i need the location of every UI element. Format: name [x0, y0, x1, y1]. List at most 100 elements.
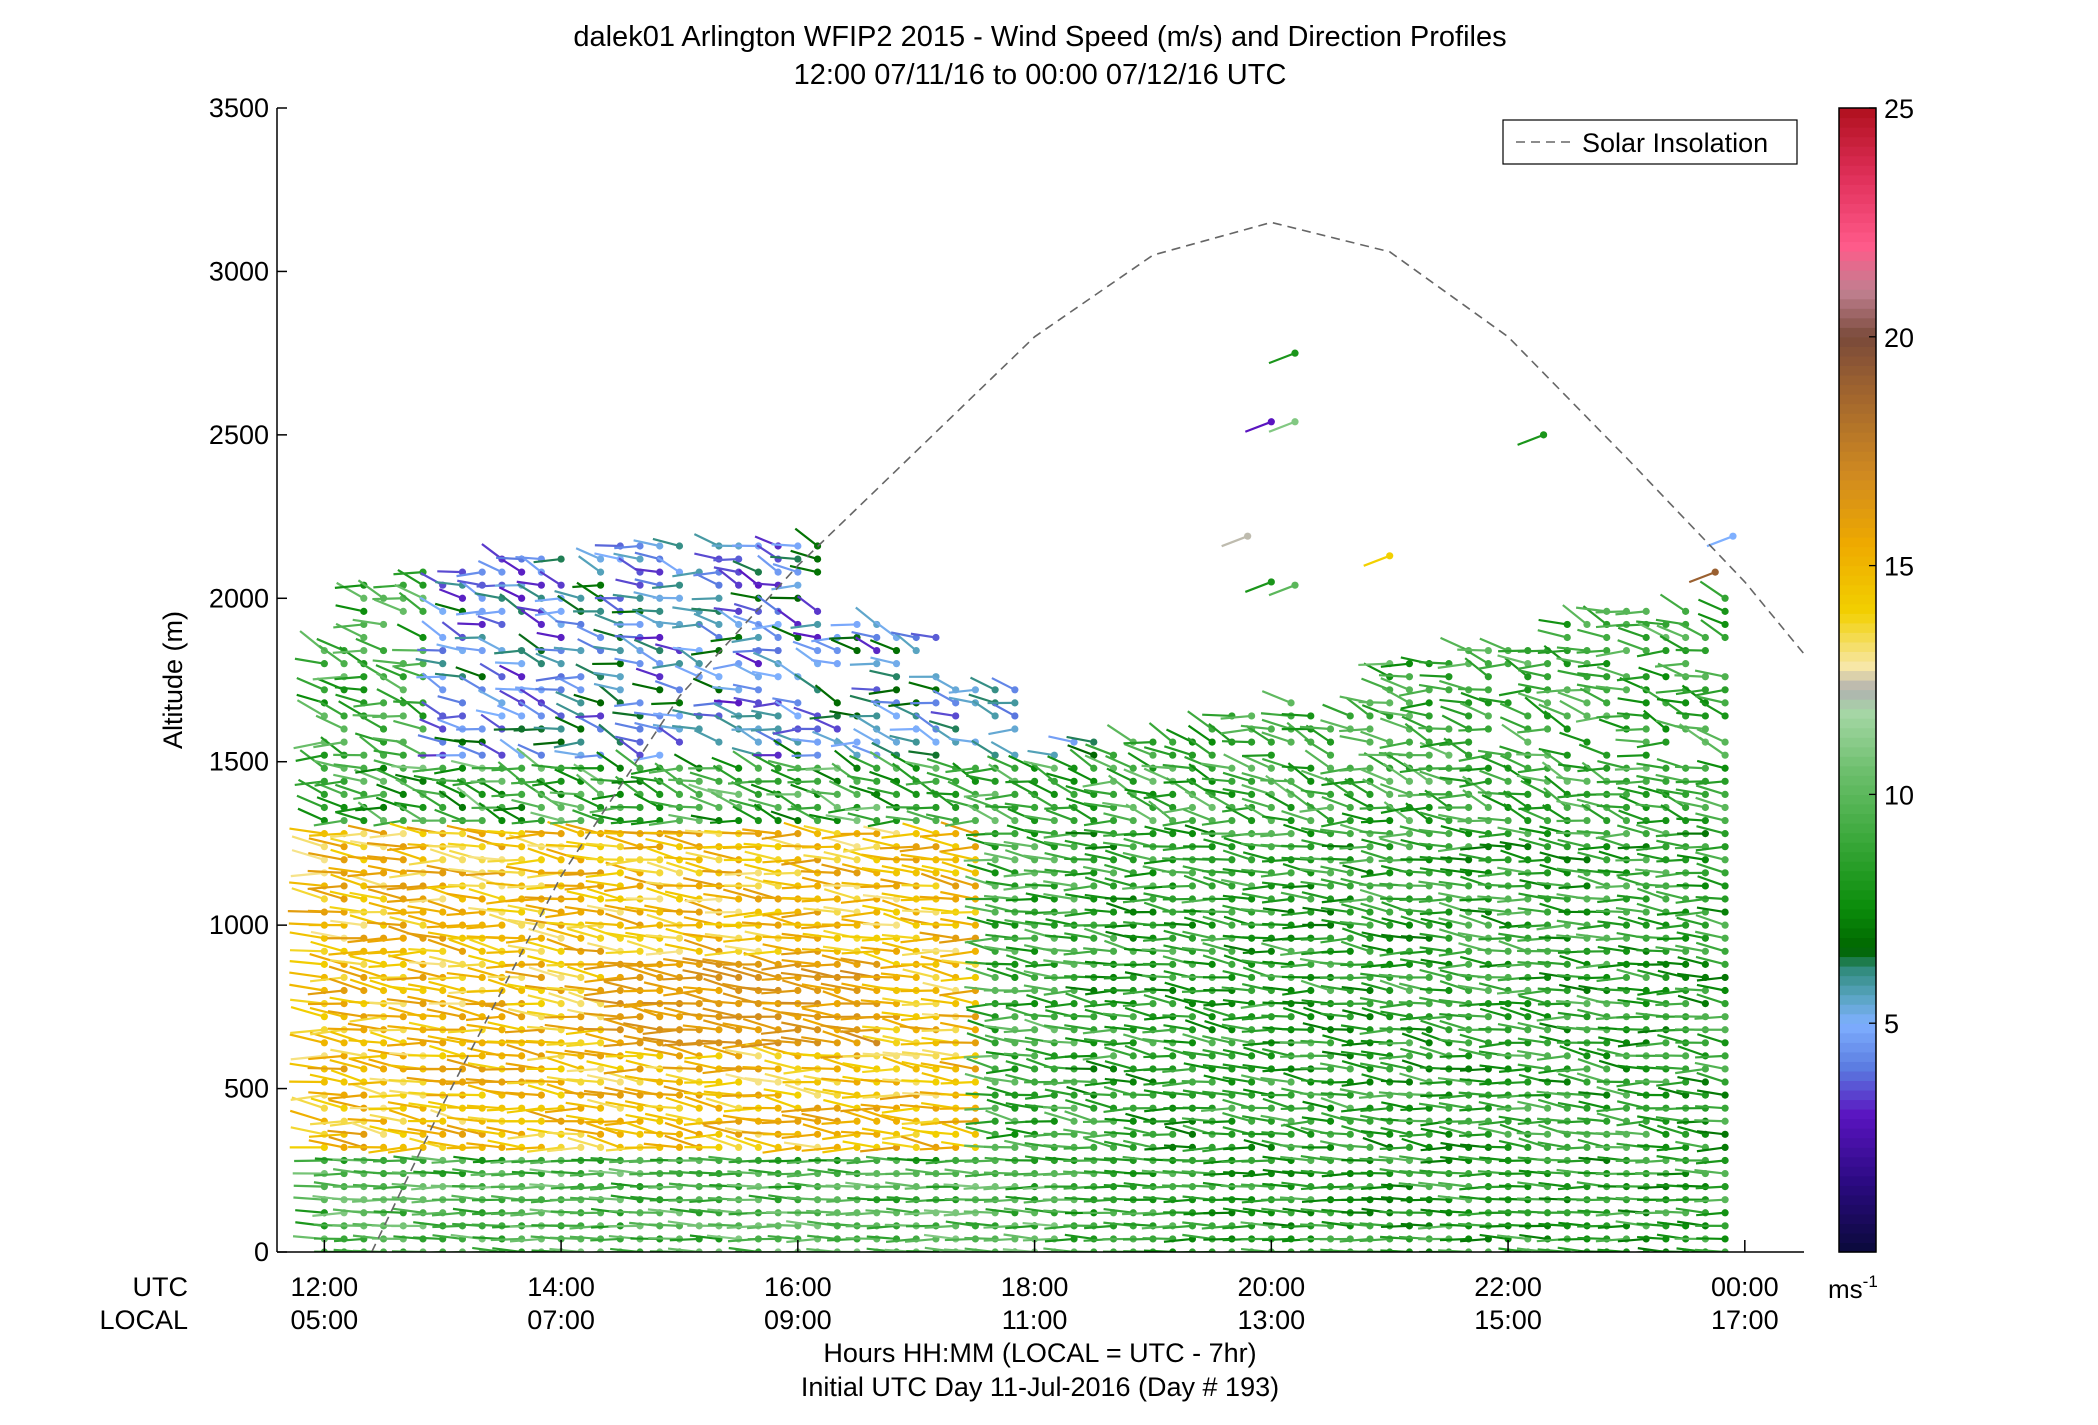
wind-barb-point — [1326, 803, 1335, 812]
wind-barb-point — [478, 646, 486, 655]
wind-barb-shaft — [517, 583, 542, 600]
wind-barb-shaft — [428, 844, 463, 848]
wind-barb-point — [1129, 816, 1137, 825]
wind-barb-point — [1208, 1039, 1216, 1047]
wind-barb-point — [774, 777, 782, 785]
wind-barb-point — [1090, 1143, 1098, 1152]
wind-barb-point — [833, 934, 841, 942]
wind-barb-point — [1169, 751, 1177, 759]
wind-barb-shaft — [554, 590, 582, 600]
wind-barb-shaft — [1043, 1132, 1075, 1136]
wind-barb-point — [596, 607, 605, 615]
wind-barb-point — [1011, 1013, 1019, 1021]
wind-barb-point — [478, 973, 486, 982]
wind-barb-shaft — [533, 741, 562, 746]
wind-barb-shaft — [624, 875, 661, 887]
wind-barb-point — [478, 816, 486, 825]
wind-barb-shaft — [569, 1172, 601, 1177]
wind-barb-shaft — [487, 869, 522, 874]
wind-barb-shaft — [648, 1237, 680, 1241]
wind-barb-shaft — [593, 682, 621, 691]
wind-barb-shaft — [1261, 1014, 1292, 1018]
wind-barb-shaft — [506, 1002, 542, 1006]
wind-barb-shaft — [507, 858, 542, 866]
wind-barb-shaft — [940, 910, 976, 915]
wind-barb-shaft — [591, 793, 621, 801]
wind-barb-shaft — [437, 695, 463, 704]
wind-barb-point — [379, 1117, 388, 1125]
wind-barb-shaft — [547, 969, 582, 979]
wind-barb-shaft — [1104, 897, 1134, 901]
wind-barb-point — [1228, 764, 1236, 772]
wind-barb-shaft — [1082, 1120, 1114, 1124]
wind-barb-point — [1208, 803, 1216, 812]
wind-barb-point — [675, 1104, 684, 1112]
wind-barb-point — [439, 660, 447, 668]
wind-barb-point — [616, 921, 624, 929]
wind-barb-point — [320, 960, 328, 968]
wind-barb-point — [813, 751, 822, 759]
wind-barb-point — [379, 986, 388, 995]
wind-barb-shaft — [800, 870, 838, 874]
wind-barb-point — [1386, 986, 1394, 995]
wind-barb-shaft — [487, 830, 522, 835]
wind-barb-point — [675, 712, 684, 720]
wind-barb-shaft — [768, 1185, 798, 1189]
wind-barb-point — [399, 921, 407, 929]
wind-barb-point — [952, 869, 960, 877]
wind-barb-point — [360, 607, 368, 615]
wind-barb-shaft — [428, 886, 463, 901]
wind-barb-shaft — [471, 1223, 502, 1227]
wind-barb-shaft — [373, 1159, 404, 1163]
wind-barb-shaft — [434, 602, 463, 613]
wind-barb-shaft — [347, 871, 384, 878]
wind-barb-shaft — [566, 1067, 601, 1073]
wind-barb-point — [518, 869, 526, 877]
wind-barb-shaft — [586, 1074, 621, 1084]
wind-barb-point — [596, 555, 605, 563]
wind-barb-point — [813, 803, 822, 812]
wind-barb-shaft — [633, 711, 660, 718]
wind-barb-point — [537, 947, 545, 955]
wind-barb-point — [537, 960, 545, 968]
wind-barb-shaft — [750, 727, 779, 732]
wind-barb-shaft — [329, 959, 364, 966]
wind-barb-shaft — [427, 1140, 463, 1149]
wind-barb-shaft — [901, 1002, 936, 1007]
wind-barb-point — [616, 908, 624, 916]
wind-barb-shaft — [296, 676, 325, 691]
wind-barb-shaft — [297, 807, 325, 822]
wind-barb-shaft — [643, 1142, 680, 1149]
wind-barb-shaft — [544, 1107, 581, 1114]
wind-barb-point — [557, 555, 565, 563]
wind-barb-point — [754, 660, 762, 668]
wind-barb-point — [636, 751, 644, 759]
wind-barb-point — [340, 1078, 348, 1086]
wind-barb-shaft — [1004, 937, 1035, 941]
wind-barb-shaft — [1144, 988, 1173, 992]
wind-barb-point — [577, 673, 585, 681]
wind-barb-point — [754, 973, 762, 982]
wind-barb-point — [419, 1130, 427, 1138]
wind-barb-shaft — [1339, 976, 1371, 980]
wind-barb-shaft — [393, 1155, 424, 1162]
wind-barb-point — [695, 908, 703, 916]
wind-barb-point — [715, 856, 723, 864]
wind-barb-point — [675, 816, 684, 825]
wind-barb-point — [399, 934, 407, 942]
wind-barb-point — [1346, 934, 1354, 942]
wind-barb-shaft — [623, 963, 660, 968]
wind-barb-point — [932, 764, 940, 772]
wind-barb-point — [715, 986, 723, 995]
wind-barb-shaft — [536, 631, 562, 639]
wind-barb-shaft — [355, 637, 384, 652]
wind-barb-shaft — [820, 975, 858, 979]
wind-barb-point — [912, 790, 920, 799]
wind-barb-point — [419, 803, 427, 812]
wind-barb-shaft — [486, 1107, 522, 1112]
wind-barb-point — [813, 1013, 822, 1021]
wind-barb-point — [774, 633, 782, 642]
wind-barb-shaft — [1042, 1172, 1075, 1177]
wind-barb-shaft — [454, 739, 483, 744]
wind-barb-point — [320, 686, 328, 694]
